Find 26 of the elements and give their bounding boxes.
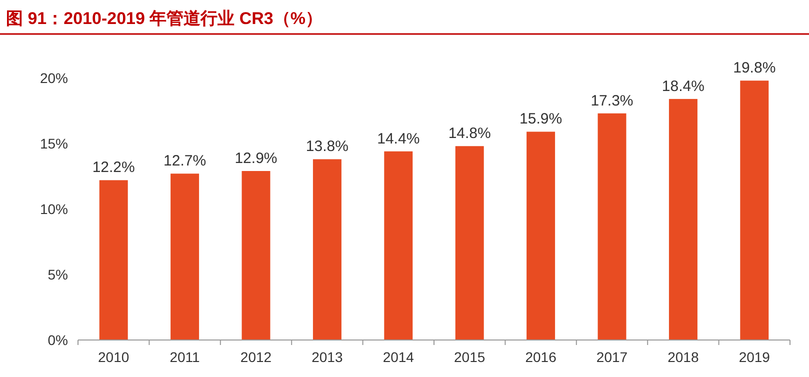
data-label: 12.2%	[92, 159, 135, 176]
y-tick-label: 10%	[40, 201, 68, 217]
title: 图 91：2010-2019 年管道行业 CR3（%）	[6, 9, 323, 28]
x-tick-label: 2018	[668, 349, 699, 365]
y-tick-label: 15%	[40, 136, 68, 152]
x-tick-label: 2010	[98, 349, 130, 365]
x-tick-label: 2013	[312, 349, 343, 365]
x-tick-label: 2012	[240, 349, 272, 365]
x-tick-label: 2014	[382, 349, 414, 365]
y-tick-label: 5%	[48, 266, 68, 282]
y-tick-label: 20%	[40, 70, 68, 86]
data-label: 18.4%	[662, 78, 704, 95]
data-label: 12.9%	[234, 150, 278, 168]
x-tick-label: 2015	[454, 349, 486, 365]
x-tick-label: 2019	[738, 349, 770, 365]
data-label: 14.8%	[448, 125, 491, 142]
data-label: 19.8%	[733, 60, 776, 77]
x-tick-label: 2016	[525, 349, 557, 365]
data-label: 15.9%	[520, 110, 562, 128]
y-tick-label: 0%	[48, 332, 68, 348]
data-label: 13.8%	[306, 138, 348, 156]
x-tick-label: 2017	[596, 349, 628, 365]
data-label: 14.4%	[377, 130, 420, 148]
x-tick-label: 2011	[170, 349, 200, 365]
data-label: 12.7%	[164, 152, 206, 170]
data-label: 17.3%	[590, 92, 634, 110]
